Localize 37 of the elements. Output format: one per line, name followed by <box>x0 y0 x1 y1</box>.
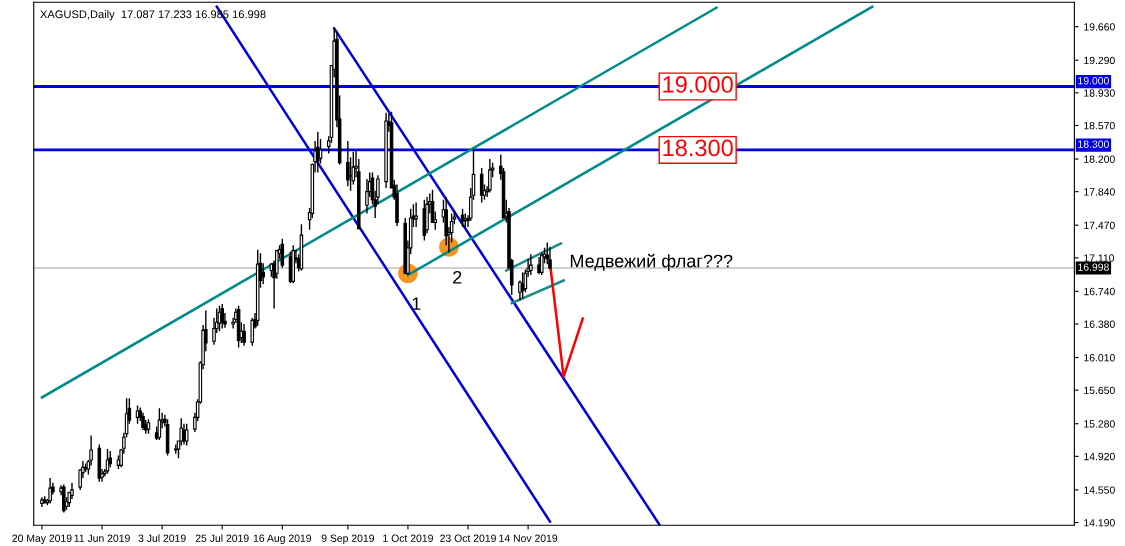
x-tick-label: 23 Oct 2019 <box>440 534 496 542</box>
y-tick-label: 18.200 <box>1084 155 1115 163</box>
candlestick <box>242 323 246 347</box>
ref-line-label: 18.300 <box>663 139 733 157</box>
y-tick-label: 19.290 <box>1084 56 1115 65</box>
y-tick-label: 14.920 <box>1084 452 1115 461</box>
x-tick-label: 1 Oct 2019 <box>383 534 433 542</box>
x-tick-label: 9 Sep 2019 <box>321 534 374 544</box>
y-tick-label: 16.380 <box>1084 320 1115 328</box>
annotation: 2 <box>453 270 462 284</box>
y-tick-label: 14.190 <box>1084 519 1115 527</box>
y-tick-label: 14.550 <box>1084 486 1115 494</box>
x-tick-label: 25 Jul 2019 <box>195 534 249 542</box>
y-tick-label: 18.570 <box>1084 121 1115 130</box>
text: 19.000 <box>1078 77 1109 85</box>
y-tick-label: 17.840 <box>1084 188 1115 196</box>
x-tick-label: 11 Jun 2019 <box>74 534 130 542</box>
y-tick-label: 17.110 <box>1084 254 1115 262</box>
x-tick-label: 16 Aug 2019 <box>253 534 312 544</box>
ref-line-label: 19.000 <box>663 76 733 93</box>
y-tick-label: 17.470 <box>1084 221 1115 230</box>
ref-line-label: 16.998 <box>1078 263 1109 271</box>
candlestick <box>316 131 320 174</box>
x-tick-label: 14 Nov 2019 <box>499 534 558 542</box>
y-tick-label: 16.010 <box>1084 354 1115 362</box>
y-tick-label: 16.740 <box>1084 287 1115 296</box>
y-tick-label: 15.650 <box>1084 386 1115 395</box>
text: 18.300 <box>1078 140 1109 148</box>
y-tick-label: 19.660 <box>1084 23 1115 31</box>
annotation: Медвежий флаг??? <box>570 253 733 271</box>
candlestick <box>520 271 525 300</box>
x-tick-label: 20 May 2019 <box>12 534 72 544</box>
annotation: 1 <box>412 297 421 310</box>
candlestick <box>529 253 533 276</box>
x-tick-label: 3 Jul 2019 <box>138 534 186 542</box>
y-tick-label: 18.930 <box>1084 89 1115 97</box>
y-tick-label: 15.280 <box>1084 420 1115 428</box>
